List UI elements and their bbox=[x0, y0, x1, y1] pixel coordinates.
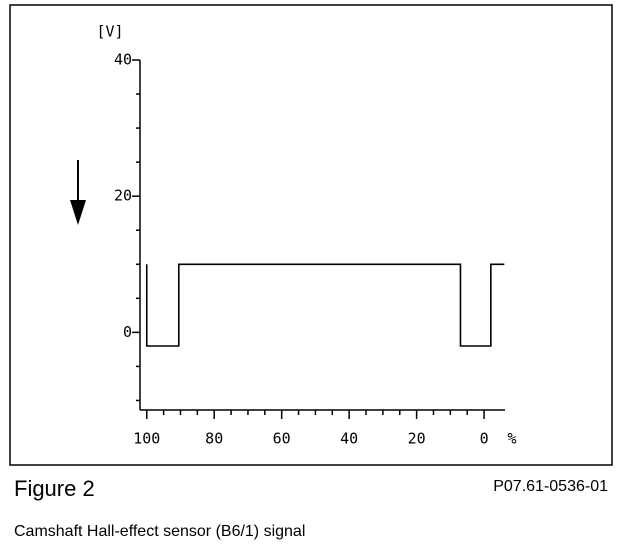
signal-line bbox=[145, 263, 505, 347]
x-tick-label: 40 bbox=[340, 430, 358, 448]
x-tick-label: 60 bbox=[273, 430, 291, 448]
y-tick-label: 40 bbox=[114, 51, 132, 69]
y-tick-label: 0 bbox=[123, 323, 132, 341]
x-tick-label: 100 bbox=[133, 430, 160, 448]
frame bbox=[9, 4, 613, 466]
caption: Camshaft Hall-effect sensor (B6/1) signa… bbox=[14, 523, 305, 540]
plot-area: 40 20 0 100 80 60 40 20 0 bbox=[114, 51, 505, 448]
y-tick-label: 20 bbox=[114, 187, 132, 205]
arrow-head bbox=[70, 200, 86, 225]
x-axis-label: % bbox=[507, 430, 516, 448]
x-tick-label: 0 bbox=[480, 430, 489, 448]
y-axis-label: [V] bbox=[96, 23, 123, 41]
figure-label: Figure 2 bbox=[14, 476, 95, 501]
x-tick-label: 20 bbox=[408, 430, 426, 448]
x-tick-label: 80 bbox=[205, 430, 223, 448]
reference: P07.61-0536-01 bbox=[493, 478, 608, 495]
